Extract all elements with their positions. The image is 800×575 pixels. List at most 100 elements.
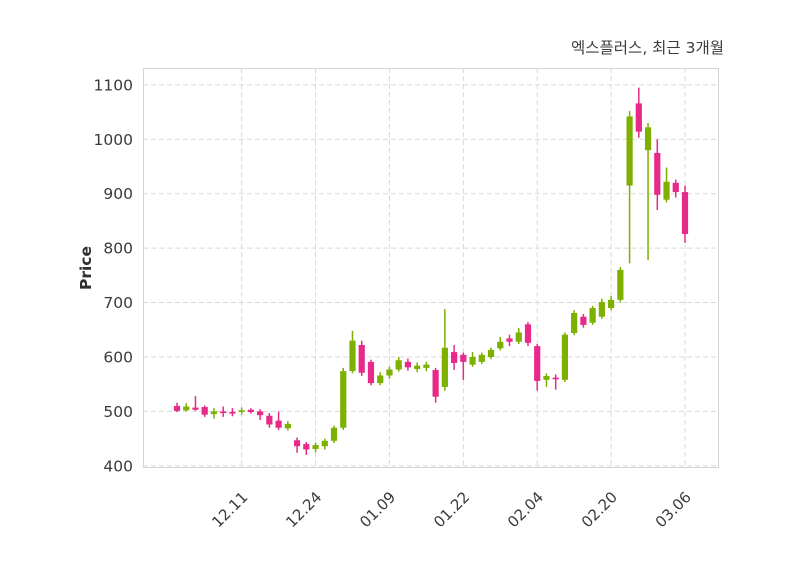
candle-body	[257, 411, 264, 416]
candle-up	[598, 298, 605, 319]
candle-down	[552, 374, 559, 390]
candle-down	[173, 402, 181, 412]
candle-body	[377, 375, 384, 384]
candle-body	[173, 405, 181, 411]
y-tick-label: 800	[103, 240, 133, 258]
candle-up	[210, 408, 218, 419]
candle-down	[672, 179, 679, 198]
candle-down	[534, 343, 541, 391]
candle-up	[423, 361, 430, 372]
candle-body	[183, 406, 190, 411]
candle-up	[515, 328, 522, 344]
candle-body	[497, 341, 504, 349]
x-tick-label: 02.04	[504, 488, 547, 531]
candle-body	[201, 407, 208, 415]
candle-down	[201, 405, 208, 417]
candle-body	[534, 346, 541, 381]
candle-body	[293, 440, 301, 447]
candle-up	[238, 407, 245, 415]
y-axis-label: Price	[77, 246, 95, 290]
candle-down	[229, 408, 236, 417]
y-tick-label: 600	[103, 348, 133, 366]
candle-down	[367, 359, 375, 386]
candle-body	[663, 181, 670, 200]
candle-down	[266, 413, 273, 428]
candle-down	[654, 139, 661, 211]
candles	[173, 87, 689, 455]
candle-body	[312, 445, 319, 449]
candle-body	[386, 369, 393, 376]
candle-down	[247, 408, 254, 414]
candle-body	[229, 411, 236, 414]
candle-body	[210, 411, 218, 415]
candle-body	[589, 308, 596, 323]
candle-body	[192, 407, 199, 410]
candle-body	[654, 152, 661, 195]
candle-body	[515, 332, 522, 342]
candle-body	[450, 352, 458, 363]
candle-down	[257, 409, 264, 421]
candle-body	[395, 360, 402, 370]
y-tick-label: 400	[103, 457, 133, 475]
y-tick-label: 500	[103, 403, 133, 421]
candle-up	[441, 309, 448, 391]
candle-body	[358, 345, 365, 373]
candle-up	[330, 425, 338, 443]
candle-body	[321, 440, 328, 447]
candle-body	[330, 427, 338, 441]
candle-up	[321, 438, 328, 450]
candle-body	[580, 316, 587, 325]
candle-body	[543, 376, 550, 380]
x-tick-label: 01.22	[430, 488, 473, 531]
candle-up	[571, 310, 578, 336]
candle-body	[552, 377, 559, 380]
candle-body	[608, 299, 615, 308]
candle-down	[460, 352, 467, 380]
candle-body	[238, 410, 245, 412]
y-tick-label: 1100	[94, 76, 133, 94]
candle-body	[626, 116, 633, 186]
x-tick-label: 12.11	[208, 488, 251, 531]
candle-body	[303, 444, 310, 450]
candle-down	[450, 345, 458, 371]
candle-up	[386, 366, 393, 379]
candle-up	[497, 336, 504, 351]
candle-body	[340, 371, 347, 428]
y-tick-label: 1000	[94, 131, 133, 149]
candle-body	[423, 364, 430, 368]
candle-body	[617, 269, 624, 300]
x-tick-label: 03.06	[652, 488, 695, 531]
candle-up	[617, 267, 624, 303]
candle-up	[340, 367, 347, 430]
candle-up	[183, 403, 190, 412]
candle-up	[377, 372, 384, 386]
candle-up	[284, 421, 291, 431]
candle-down	[275, 411, 282, 430]
candle-body	[432, 370, 439, 397]
candle-body	[284, 423, 291, 429]
candle-up	[395, 356, 402, 372]
candle-down	[506, 334, 513, 347]
plot-border	[143, 68, 719, 468]
gridlines	[143, 68, 719, 468]
candle-up	[469, 352, 476, 367]
candle-up	[644, 122, 652, 261]
candle-body	[487, 349, 495, 357]
candle-body	[404, 361, 412, 368]
candle-down	[580, 313, 587, 328]
candle-body	[571, 312, 578, 334]
y-axis-tick-labels: 400 500 600 700 800 900 1000 1100	[94, 76, 133, 475]
candle-up	[478, 352, 485, 365]
candle-body	[672, 182, 679, 193]
candle-body	[524, 324, 532, 343]
candle-up	[561, 332, 569, 383]
candle-body	[681, 192, 689, 234]
candle-body	[598, 302, 605, 317]
chart-title: 엑스플러스, 최근 3개월	[571, 39, 724, 57]
candle-down	[293, 437, 301, 453]
candle-body	[506, 338, 513, 342]
candle-down	[404, 358, 412, 371]
candle-up	[349, 330, 356, 374]
